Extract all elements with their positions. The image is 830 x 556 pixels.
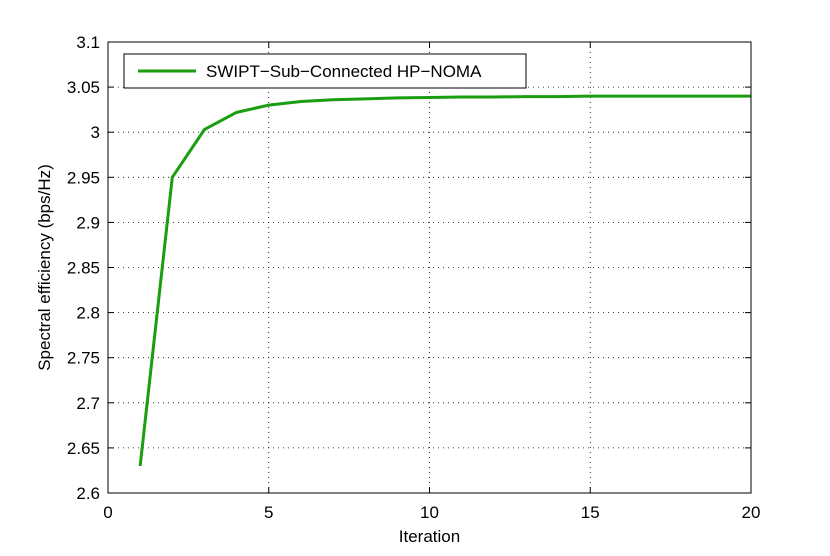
legend: SWIPT−Sub−Connected HP−NOMA — [123, 53, 527, 89]
legend-label-swipt-sub-connected: SWIPT−Sub−Connected HP−NOMA — [206, 62, 482, 81]
y-tick-labels: 2.6 2.65 2.7 2.75 2.8 2.85 2.9 2.95 3 3.05 3.1 — [67, 33, 100, 503]
y-tick-label: 2.65 — [67, 439, 100, 458]
y-tick-label: 2.85 — [67, 259, 100, 278]
ticks — [107, 41, 752, 494]
y-tick-label: 3 — [91, 123, 100, 142]
y-tick-label: 2.75 — [67, 349, 100, 368]
series-layer — [138, 94, 751, 467]
y-tick-label: 2.9 — [76, 213, 100, 232]
x-tick-label: 5 — [264, 503, 273, 522]
x-tick-label: 20 — [742, 503, 761, 522]
y-tick-label: 2.7 — [76, 394, 100, 413]
x-axis-label: Iteration — [399, 527, 460, 546]
x-tick-label: 15 — [581, 503, 600, 522]
x-tick-label: 10 — [420, 503, 439, 522]
y-tick-label: 2.6 — [76, 484, 100, 503]
y-tick-label: 3.1 — [76, 33, 100, 52]
x-tick-labels: 0 5 10 15 20 — [103, 503, 760, 522]
y-tick-label: 2.8 — [76, 304, 100, 323]
y-tick-label: 3.05 — [67, 78, 100, 97]
y-tick-label: 2.95 — [67, 168, 100, 187]
y-axis-label: Spectral efficiency (bps/Hz) — [35, 164, 54, 371]
grid — [108, 42, 751, 493]
x-tick-label: 0 — [103, 503, 112, 522]
series-line-swipt-sub-connected — [138, 94, 751, 467]
